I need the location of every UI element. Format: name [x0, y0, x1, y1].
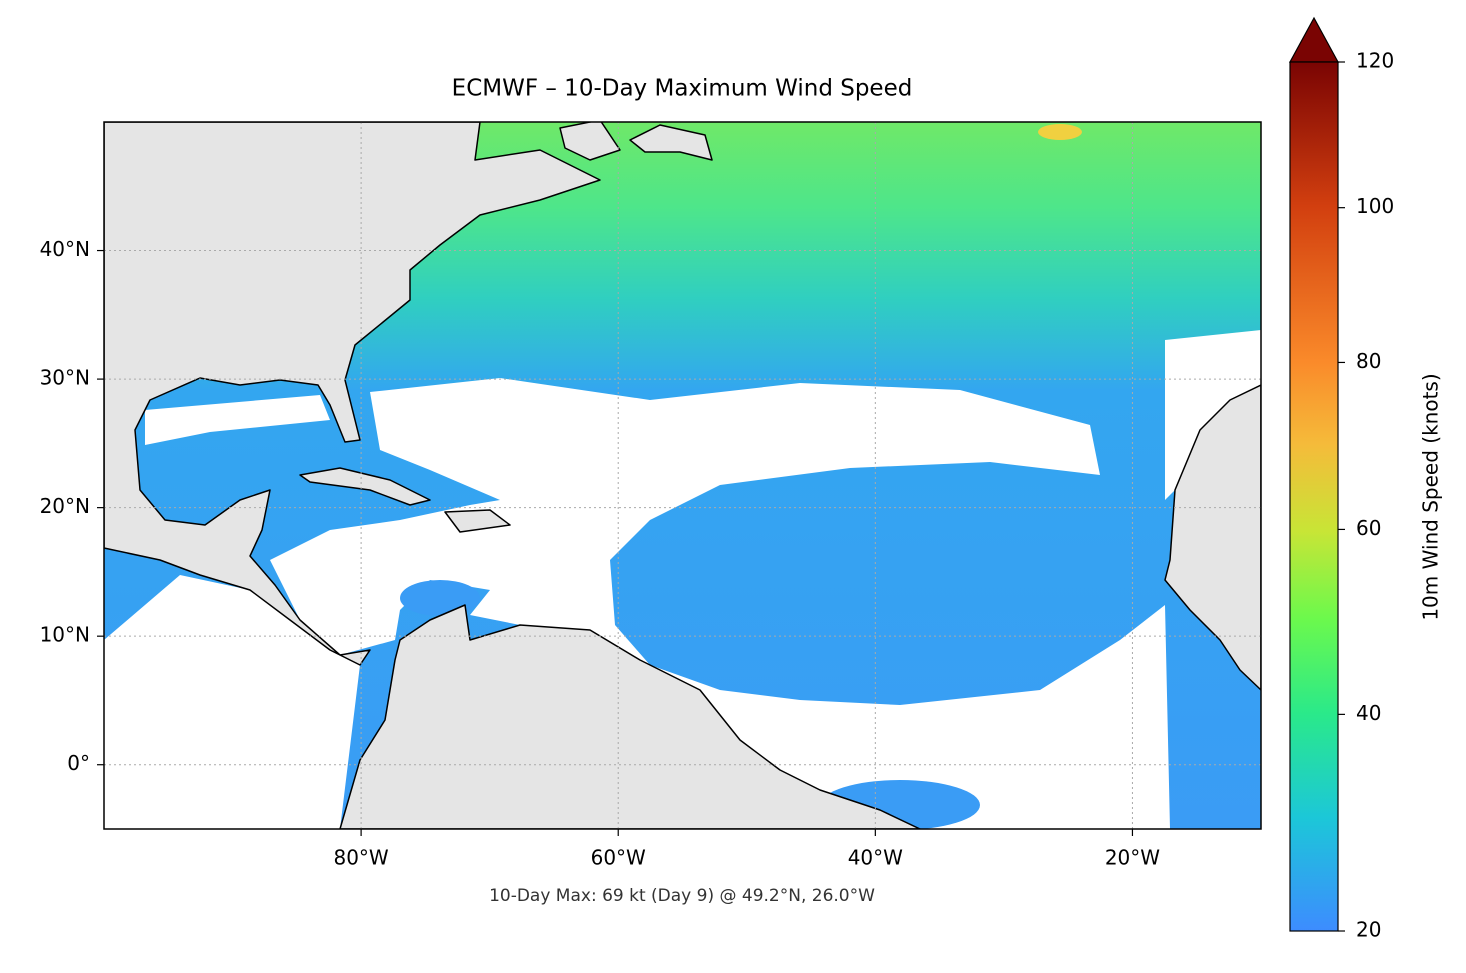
land: [444, 509, 511, 533]
land: [299, 467, 431, 506]
land: [559, 122, 621, 161]
colorbar-tick-label: 80: [1356, 349, 1381, 373]
calm-region: [104, 575, 360, 829]
calm-region: [1165, 330, 1261, 500]
colorbar-tick-label: 120: [1356, 49, 1394, 73]
y-tick-label: 0°: [67, 751, 90, 775]
x-tick-label: 60°W: [591, 846, 646, 870]
x-tick-label: 80°W: [333, 846, 388, 870]
land: [104, 122, 601, 666]
colorbar-label: 10m Wind Speed (knots): [1419, 373, 1443, 620]
colorbar-extend: [1288, 16, 1340, 63]
colorbar-tick-label: 100: [1356, 194, 1394, 218]
calm-region: [270, 378, 1170, 829]
wind-maximum: [1038, 124, 1082, 140]
y-tick-label: 10°N: [40, 623, 90, 647]
chart-title: ECMWF – 10-Day Maximum Wind Speed: [452, 76, 913, 102]
land: [339, 604, 921, 829]
colorbar-tick-label: 20: [1356, 918, 1381, 942]
y-tick-label: 20°N: [40, 494, 90, 518]
y-tick-label: 40°N: [40, 237, 90, 261]
map-frame: [103, 121, 1262, 830]
x-tick-label: 40°W: [848, 846, 903, 870]
map-field: [104, 122, 1261, 829]
y-tick-label: 30°N: [40, 366, 90, 390]
x-tick-label: 20°W: [1105, 846, 1160, 870]
colorbar-tick-label: 40: [1356, 701, 1381, 725]
colorbar-tick-label: 60: [1356, 516, 1381, 540]
calm-region: [145, 395, 330, 445]
wind-field: [400, 580, 480, 616]
colorbar: [1289, 61, 1339, 932]
annotation: 10-Day Max: 69 kt (Day 9) @ 49.2°N, 26.0…: [489, 886, 875, 906]
land: [629, 124, 713, 161]
land: [1164, 384, 1261, 691]
